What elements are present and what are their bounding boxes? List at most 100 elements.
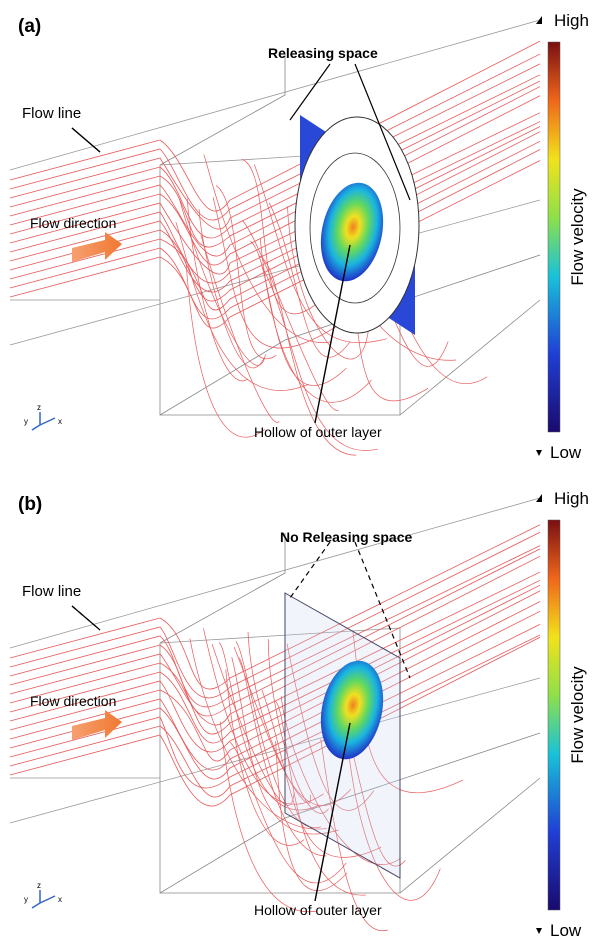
flow-line (9, 53, 541, 221)
axis-triad (31, 412, 56, 431)
duct-edge (9, 199, 541, 346)
flow-line (9, 131, 541, 302)
flow-line (9, 524, 541, 690)
flow-line (9, 634, 541, 798)
flow-line (275, 741, 348, 891)
pointer (314, 244, 351, 424)
duct-edge (9, 19, 541, 171)
flow-line (347, 741, 441, 901)
colorbar-high: High (554, 489, 589, 508)
flow-line (9, 112, 541, 275)
flow-line (233, 646, 352, 806)
hollow-label: Hollow of outer layer (254, 424, 382, 440)
colorbar-low: Low (550, 921, 582, 939)
flow-line (275, 700, 366, 896)
flow-line (9, 63, 541, 230)
annotation: Releasing space (268, 45, 378, 61)
flow-line (238, 657, 327, 857)
outer-layer (320, 182, 384, 282)
hollow-label: Hollow of outer layer (254, 902, 382, 918)
low-marker (536, 928, 542, 934)
flow-line (258, 255, 357, 456)
colorbar-title: Flow velocity (568, 666, 587, 764)
flow-line (9, 80, 541, 248)
panel: High Low Flow velocity (b) No Releasing spac… (9, 489, 589, 939)
flow-line (286, 643, 375, 811)
flow-line (9, 126, 541, 293)
flow-arrow (72, 232, 122, 262)
colorbar (547, 41, 561, 433)
flow-line (175, 221, 309, 391)
colorbar-high: High (554, 11, 589, 30)
axis-x: x (58, 417, 62, 426)
flow-line-label: Flow line (22, 105, 81, 122)
colorbar-title: Flow velocity (568, 188, 587, 286)
ring (309, 152, 401, 304)
flow-line (241, 220, 339, 411)
flow-line (9, 86, 541, 257)
flow-line (9, 531, 541, 699)
axis-z: z (37, 403, 41, 412)
flow-line (247, 631, 312, 804)
flow-line (9, 601, 541, 771)
panel-label: (b) (18, 494, 42, 515)
flow-line (203, 628, 324, 805)
flow-line (231, 657, 339, 835)
colorbar (547, 519, 561, 911)
flow-arrow (72, 710, 122, 740)
panel: High Low Flow velocity (a) Releasing space Fl… (9, 11, 589, 462)
flow-line (320, 738, 388, 932)
axis-y: y (24, 417, 28, 426)
axis-z: z (37, 881, 41, 890)
flow-line (253, 164, 387, 344)
box-outline (159, 55, 541, 416)
axis-x: x (58, 895, 62, 904)
flow-line (268, 202, 351, 358)
flow-line (9, 149, 541, 320)
pointer (71, 127, 101, 153)
flow-line (9, 610, 541, 780)
low-marker (536, 450, 542, 456)
flow-line (218, 642, 319, 811)
flow-line (9, 74, 541, 239)
flow-line (9, 545, 541, 708)
flow-line (212, 197, 350, 349)
flow-line (9, 636, 541, 807)
flow-line (267, 639, 329, 814)
box-outline (159, 533, 541, 894)
flow-direction-label: Flow direction (30, 693, 116, 709)
flow-line-label: Flow line (22, 583, 81, 600)
flow-line (9, 624, 541, 789)
outer-layer (320, 660, 384, 760)
duct-edge (9, 497, 541, 649)
high-marker (536, 16, 542, 24)
high-marker (536, 494, 542, 502)
flow-line (9, 160, 541, 329)
flow-direction-label: Flow direction (30, 215, 116, 231)
annotation: No Releasing space (280, 529, 412, 545)
duct-edge (159, 627, 401, 644)
flow-line (200, 234, 280, 423)
flow-line (9, 95, 541, 266)
pointer (314, 722, 351, 902)
flow-line (198, 209, 265, 369)
flow-line (186, 198, 249, 382)
panel-label: (a) (18, 16, 41, 37)
axis-y: y (24, 895, 28, 904)
flow-line (9, 579, 541, 744)
flow-line (225, 669, 305, 846)
flow-line (261, 265, 378, 451)
flow-line (9, 571, 541, 735)
flow-line (259, 238, 372, 403)
colorbar-low: Low (550, 443, 582, 462)
pointer (71, 605, 101, 631)
flow-line (9, 40, 541, 212)
flow-line (185, 261, 266, 438)
axis-triad (31, 890, 56, 909)
flow-line (215, 185, 277, 360)
flow-line (287, 206, 370, 360)
flow-line (9, 140, 541, 311)
flow-line (9, 555, 541, 726)
